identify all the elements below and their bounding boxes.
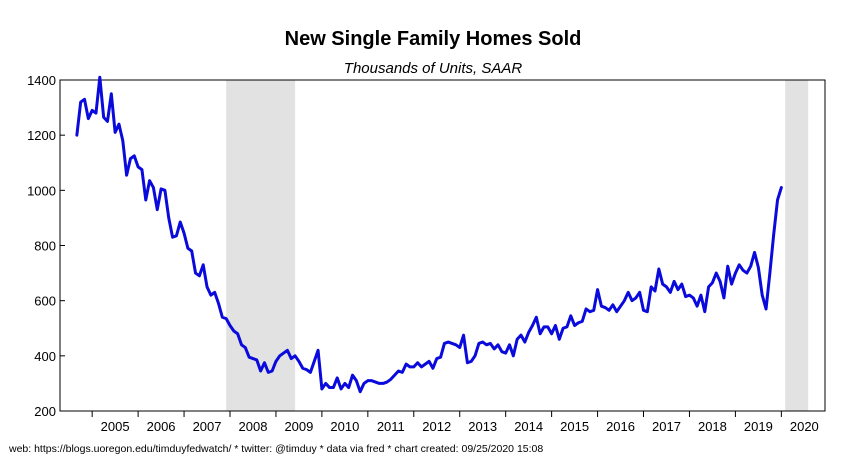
recession-band-2 bbox=[785, 80, 809, 411]
y-tick-label-1000: 1000 bbox=[27, 183, 56, 198]
y-axis: 200 400 600 800 1000 1200 1400 bbox=[27, 73, 65, 419]
y-tick-label-200: 200 bbox=[34, 404, 56, 419]
x-tick-label-2014: 2014 bbox=[514, 419, 543, 434]
y-tick-label-1400: 1400 bbox=[27, 73, 56, 88]
chart-subtitle: Thousands of Units, SAAR bbox=[344, 60, 523, 77]
y-tick-label-400: 400 bbox=[34, 349, 56, 364]
x-axis: 2005 2006 2007 2008 2009 2010 2011 2012 2013 2014… bbox=[91, 411, 819, 434]
y-tick-label-600: 600 bbox=[34, 294, 56, 309]
x-tick-label-2013: 2013 bbox=[468, 419, 497, 434]
chart-title: New Single Family Homes Sold bbox=[285, 28, 582, 50]
recession-band-1 bbox=[226, 80, 296, 411]
x-tick-label-2017: 2017 bbox=[652, 419, 681, 434]
x-tick-label-2019: 2019 bbox=[744, 419, 773, 434]
x-tick-label-2009: 2009 bbox=[284, 419, 313, 434]
x-tick-label-2015: 2015 bbox=[560, 419, 589, 434]
x-tick-label-2005: 2005 bbox=[101, 419, 130, 434]
x-tick-label-2012: 2012 bbox=[422, 419, 451, 434]
x-tick-label-2011: 2011 bbox=[377, 419, 405, 434]
y-tick-label-1200: 1200 bbox=[27, 128, 56, 143]
x-tick-label-2018: 2018 bbox=[698, 419, 727, 434]
x-tick-label-2006: 2006 bbox=[147, 419, 176, 434]
plot-frame bbox=[59, 79, 826, 412]
series-line-layer bbox=[75, 75, 783, 394]
y-tick-label-800: 800 bbox=[34, 239, 56, 254]
x-tick-label-2020: 2020 bbox=[790, 419, 819, 434]
footer-credit: web: https://blogs.uoregon.edu/timduyfed… bbox=[8, 443, 543, 455]
recession-shading bbox=[226, 80, 809, 411]
x-tick-label-2007: 2007 bbox=[193, 419, 222, 434]
x-tick-label-2008: 2008 bbox=[239, 419, 268, 434]
x-tick-label-2010: 2010 bbox=[330, 419, 359, 434]
series-line-1 bbox=[75, 75, 783, 394]
x-tick-label-2016: 2016 bbox=[606, 419, 635, 434]
